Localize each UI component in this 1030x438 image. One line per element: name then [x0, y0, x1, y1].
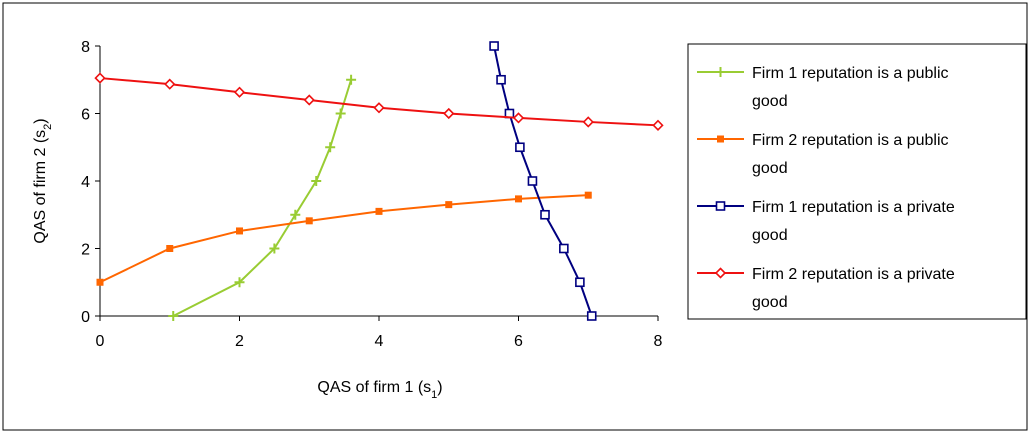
data-point [443, 107, 455, 120]
y-tick-label: 6 [81, 107, 90, 124]
legend-item-3: Firm 1 reputation is a private good [697, 199, 955, 244]
data-point [373, 102, 385, 114]
data-point [512, 112, 525, 124]
data-point [236, 227, 243, 235]
data-point [96, 278, 104, 286]
data-point [582, 116, 594, 128]
data-point [540, 209, 550, 220]
series-4 [94, 72, 664, 131]
data-point [311, 176, 322, 186]
data-point [269, 243, 280, 254]
y-tick-label: 2 [81, 242, 90, 259]
data-point [303, 94, 315, 106]
data-point [305, 217, 313, 225]
series-3 [489, 41, 597, 321]
legend-label: Firm 2 reputation is a private good [752, 266, 955, 311]
legend-label-line: Firm 1 reputation is a public [752, 65, 949, 82]
legend-item-4: Firm 2 reputation is a private good [697, 266, 955, 311]
plot-area: 0 2 4 6 8 0 2 4 6 8 [81, 39, 662, 350]
data-point [515, 195, 522, 203]
data-point [652, 119, 664, 131]
data-point [575, 277, 585, 288]
series-2 [96, 191, 592, 286]
series-line [172, 79, 353, 317]
data-point [586, 311, 597, 321]
y-tick-label: 4 [81, 174, 90, 191]
x-tick-label: 4 [375, 333, 384, 350]
legend-label: Firm 2 reputation is a public good [752, 132, 949, 177]
series-line [99, 194, 589, 284]
data-point [515, 142, 525, 153]
legend-label-line: Firm 2 reputation is a public [752, 132, 949, 149]
data-point [715, 201, 726, 211]
data-point [168, 311, 179, 321]
data-point [715, 67, 726, 77]
data-point [166, 245, 174, 252]
legend-item-2: Firm 2 reputation is a public good [697, 132, 949, 177]
data-point [346, 74, 357, 85]
data-point [94, 72, 106, 84]
data-point [290, 209, 301, 220]
legend-item-1: Firm 1 reputation is a public good [697, 65, 949, 110]
x-tick-label: 6 [514, 333, 523, 350]
data-point [325, 142, 336, 153]
series-layer [94, 41, 664, 321]
legend-box [687, 43, 1027, 320]
data-point [445, 201, 453, 209]
x-tick-label: 8 [654, 333, 663, 350]
data-point [164, 78, 176, 90]
data-point [714, 267, 727, 279]
data-point [559, 243, 569, 254]
data-point [489, 41, 499, 51]
data-point [584, 191, 592, 199]
data-point [335, 108, 346, 119]
legend-label-line: good [752, 93, 788, 110]
series-1 [168, 74, 357, 321]
legend-label-line: good [752, 294, 788, 311]
data-point [375, 207, 383, 215]
legend-label-line: good [752, 227, 788, 244]
data-point [234, 277, 245, 288]
x-tick-label: 2 [235, 333, 244, 350]
legend-label-line: good [752, 160, 788, 177]
x-axis-label: QAS of firm 1 (s1) [317, 379, 442, 401]
x-tick-label: 0 [96, 333, 105, 350]
data-point [717, 135, 724, 143]
legend-label: Firm 1 reputation is a public good [752, 65, 949, 110]
axis-labels: QAS of firm 1 (s1) QAS of firm 2 (s2) [32, 118, 443, 401]
legend-label-line: Firm 2 reputation is a private [752, 266, 955, 283]
legend-label: Firm 1 reputation is a private good [752, 199, 955, 244]
legend-label-line: Firm 1 reputation is a private [752, 199, 955, 216]
y-tick-label: 0 [81, 309, 90, 326]
data-point [233, 86, 246, 98]
y-axis-label: QAS of firm 2 (s2) [32, 118, 54, 243]
data-point [496, 74, 506, 85]
y-tick-label: 8 [81, 39, 90, 56]
data-point [527, 176, 538, 186]
